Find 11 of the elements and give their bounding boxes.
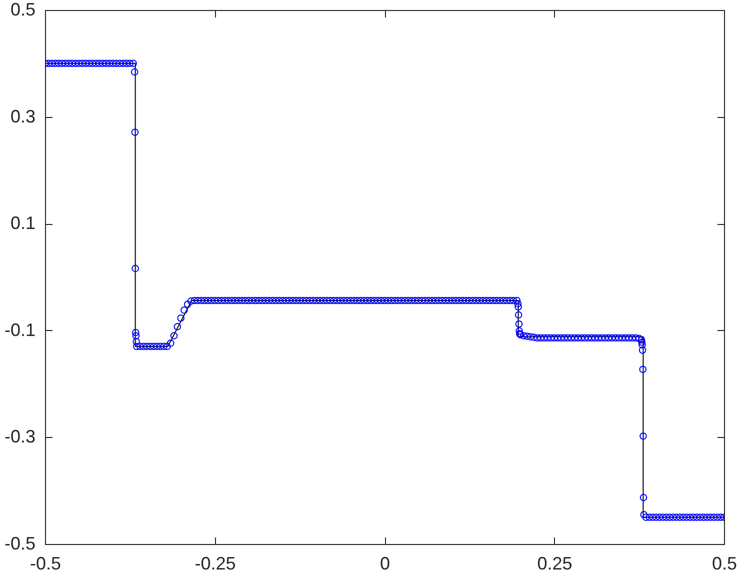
- y-tick-label: 0.1: [10, 213, 36, 234]
- x-tick-label: -0.5: [30, 554, 62, 574]
- x-tick-label: 0.5: [712, 554, 738, 574]
- x-tick-label: 0: [380, 554, 390, 574]
- y-tick-label: -0.3: [4, 426, 36, 447]
- y-tick-label: -0.5: [4, 534, 36, 554]
- x-tick-label: -0.25: [194, 554, 236, 574]
- y-tick-label: 0.3: [10, 106, 36, 126]
- y-tick-label: -0.1: [4, 320, 36, 340]
- x-tick-label: 0.25: [537, 554, 572, 574]
- y-tick-label: 0.5: [10, 0, 36, 20]
